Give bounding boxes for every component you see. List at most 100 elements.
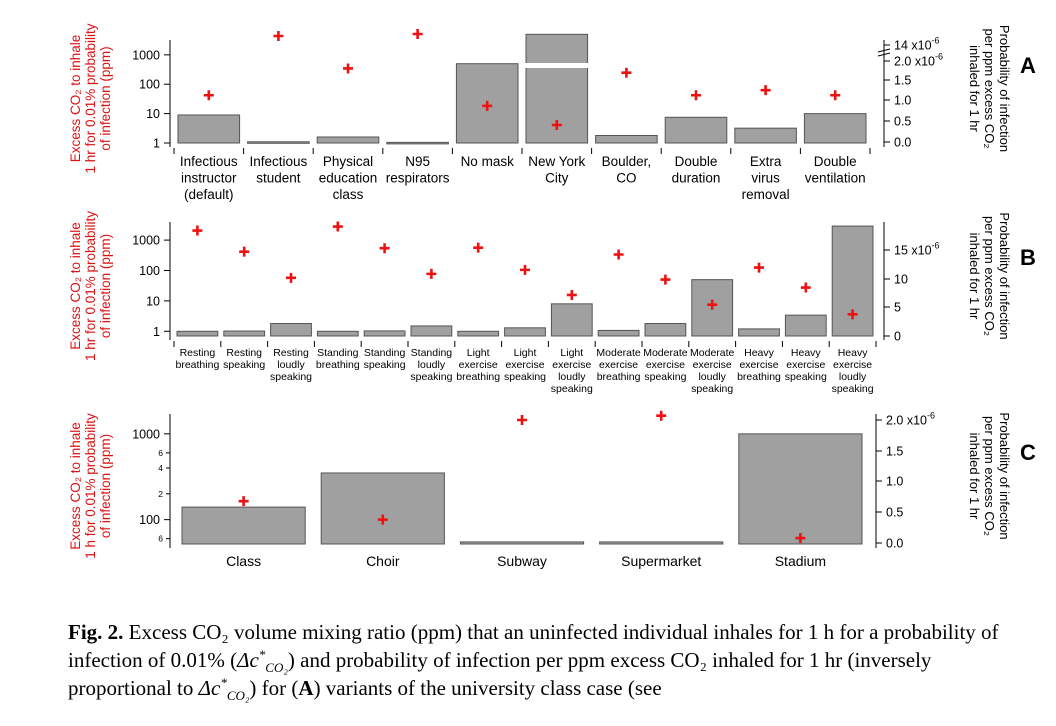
panel-b: Excess CO₂ to inhale 1 hr for 0.01% proba… bbox=[68, 211, 1036, 395]
left-minor-tick-label: 2 bbox=[158, 489, 163, 499]
category-label: speaking bbox=[785, 371, 827, 383]
right-tick-label: 1.5 bbox=[894, 74, 911, 88]
right-tick-label: 0.0 bbox=[886, 537, 903, 551]
right-axis-label-line: Probability of infection bbox=[997, 212, 1012, 339]
marker-cross bbox=[566, 289, 577, 300]
marker-cross bbox=[377, 514, 388, 525]
category-label: Infectious bbox=[250, 154, 308, 169]
category-label: Extra bbox=[750, 154, 782, 169]
marker-cross bbox=[412, 29, 423, 39]
category-label: Light bbox=[560, 347, 583, 359]
category-label: breathing bbox=[316, 359, 360, 371]
category-label: (default) bbox=[184, 187, 234, 202]
category-label: N95 bbox=[405, 154, 430, 169]
marker-cross bbox=[551, 120, 562, 130]
panel-a: Excess CO₂ to inhale 1 hr for 0.01% proba… bbox=[68, 23, 1036, 202]
right-axis-label-line: per ppm excess CO₂ bbox=[982, 216, 997, 336]
right-axis-label-line: per ppm excess CO₂ bbox=[982, 416, 997, 536]
category-label: speaking bbox=[270, 371, 312, 383]
left-tick-label: 1000 bbox=[132, 48, 160, 62]
caption-symbol-2: Δc*CO₂ bbox=[198, 675, 250, 704]
panel-letter: A bbox=[1020, 53, 1036, 78]
category-label: Heavy bbox=[791, 347, 822, 359]
right-tick-label: 1.0 bbox=[894, 94, 911, 108]
bar bbox=[550, 303, 593, 337]
left-axis-label-line: of infection (ppm) bbox=[98, 234, 113, 338]
bar bbox=[270, 323, 312, 337]
marker-cross bbox=[286, 272, 296, 283]
marker-cross bbox=[760, 85, 771, 96]
category-label: exercise bbox=[786, 359, 825, 371]
category-label: Moderate bbox=[643, 347, 688, 359]
left-axis-label-line: Excess CO₂ to inhale bbox=[68, 222, 83, 350]
left-axis-label: Excess CO₂ to inhale 1 hr for 0.01% proba… bbox=[68, 23, 113, 173]
left-axis-label-line: 1 hr for 0.01% probability bbox=[83, 211, 98, 361]
bar bbox=[595, 134, 658, 144]
marker-cross bbox=[379, 243, 390, 254]
category-label: Double bbox=[814, 154, 857, 169]
category-label: exercise bbox=[505, 359, 544, 371]
category-label: loudly bbox=[698, 371, 726, 383]
bar-break bbox=[525, 63, 589, 68]
category-label: exercise bbox=[599, 359, 638, 371]
marker-cross bbox=[754, 262, 764, 273]
bar bbox=[504, 327, 546, 337]
bar bbox=[738, 433, 863, 545]
left-tick-label: 100 bbox=[139, 78, 160, 92]
category-label: Boulder, bbox=[602, 154, 652, 169]
marker-cross bbox=[239, 246, 250, 257]
caption-part3: ) for ( bbox=[249, 676, 299, 700]
marker-cross bbox=[847, 309, 858, 320]
category-label: exercise bbox=[459, 359, 498, 371]
caption-panel-a-ref: A bbox=[298, 676, 314, 700]
left-axis-label-line: 1 h for 0.01% probability bbox=[83, 413, 98, 559]
category-label: Standing bbox=[364, 347, 406, 359]
category-label: Stadium bbox=[775, 553, 826, 569]
category-label: Supermarket bbox=[621, 553, 701, 569]
category-label: CO bbox=[616, 171, 636, 186]
bar bbox=[363, 330, 406, 337]
category-label: breathing bbox=[176, 359, 220, 371]
marker-cross bbox=[482, 100, 493, 111]
left-tick-label: 1 bbox=[153, 325, 160, 339]
left-tick-label: 100 bbox=[139, 513, 160, 527]
marker-cross bbox=[192, 225, 203, 236]
left-minor-tick-label: 6 bbox=[158, 534, 163, 544]
marker-cross bbox=[273, 31, 284, 41]
marker-cross bbox=[707, 299, 718, 310]
category-label: Choir bbox=[366, 553, 400, 569]
left-axis-label: Excess CO₂ to inhale 1 hr for 0.01% proba… bbox=[68, 211, 113, 361]
right-tick-label: 1.5 bbox=[886, 445, 903, 459]
category-label: Light bbox=[467, 347, 490, 359]
category-label: Moderate bbox=[690, 347, 735, 359]
marker-cross bbox=[473, 242, 484, 253]
caption-part1: Excess CO₂ volume mixing ratio (ppm) tha… bbox=[68, 620, 999, 672]
left-axis-label-line: Excess CO₂ to inhale bbox=[68, 422, 83, 550]
category-label: No mask bbox=[461, 154, 515, 169]
right-axis-label-line: inhaled for 1 hr bbox=[967, 433, 982, 520]
bar bbox=[803, 113, 867, 144]
bar bbox=[316, 136, 380, 144]
category-label: speaking bbox=[410, 371, 452, 383]
bar bbox=[410, 325, 453, 337]
bar bbox=[320, 472, 445, 545]
category-label: Class bbox=[226, 553, 261, 569]
left-tick-label: 1 bbox=[153, 137, 160, 151]
bar bbox=[597, 329, 640, 337]
left-axis-label-line: of infection (ppm) bbox=[98, 434, 113, 538]
bar bbox=[599, 541, 724, 545]
marker-cross bbox=[795, 533, 806, 544]
right-tick-label: 2.0 x10-6 bbox=[886, 411, 935, 428]
category-label: Resting bbox=[273, 347, 309, 359]
marker-cross bbox=[238, 496, 249, 507]
marker-cross bbox=[660, 274, 671, 285]
bar bbox=[247, 141, 310, 144]
category-label: breathing bbox=[737, 371, 781, 383]
panel-letter: B bbox=[1020, 245, 1036, 270]
right-axis-label-line: per ppm excess CO₂ bbox=[982, 29, 997, 149]
category-label: Physical bbox=[323, 154, 373, 169]
category-label: exercise bbox=[693, 359, 732, 371]
left-tick-label: 1000 bbox=[132, 234, 160, 248]
category-label: Subway bbox=[497, 553, 547, 569]
